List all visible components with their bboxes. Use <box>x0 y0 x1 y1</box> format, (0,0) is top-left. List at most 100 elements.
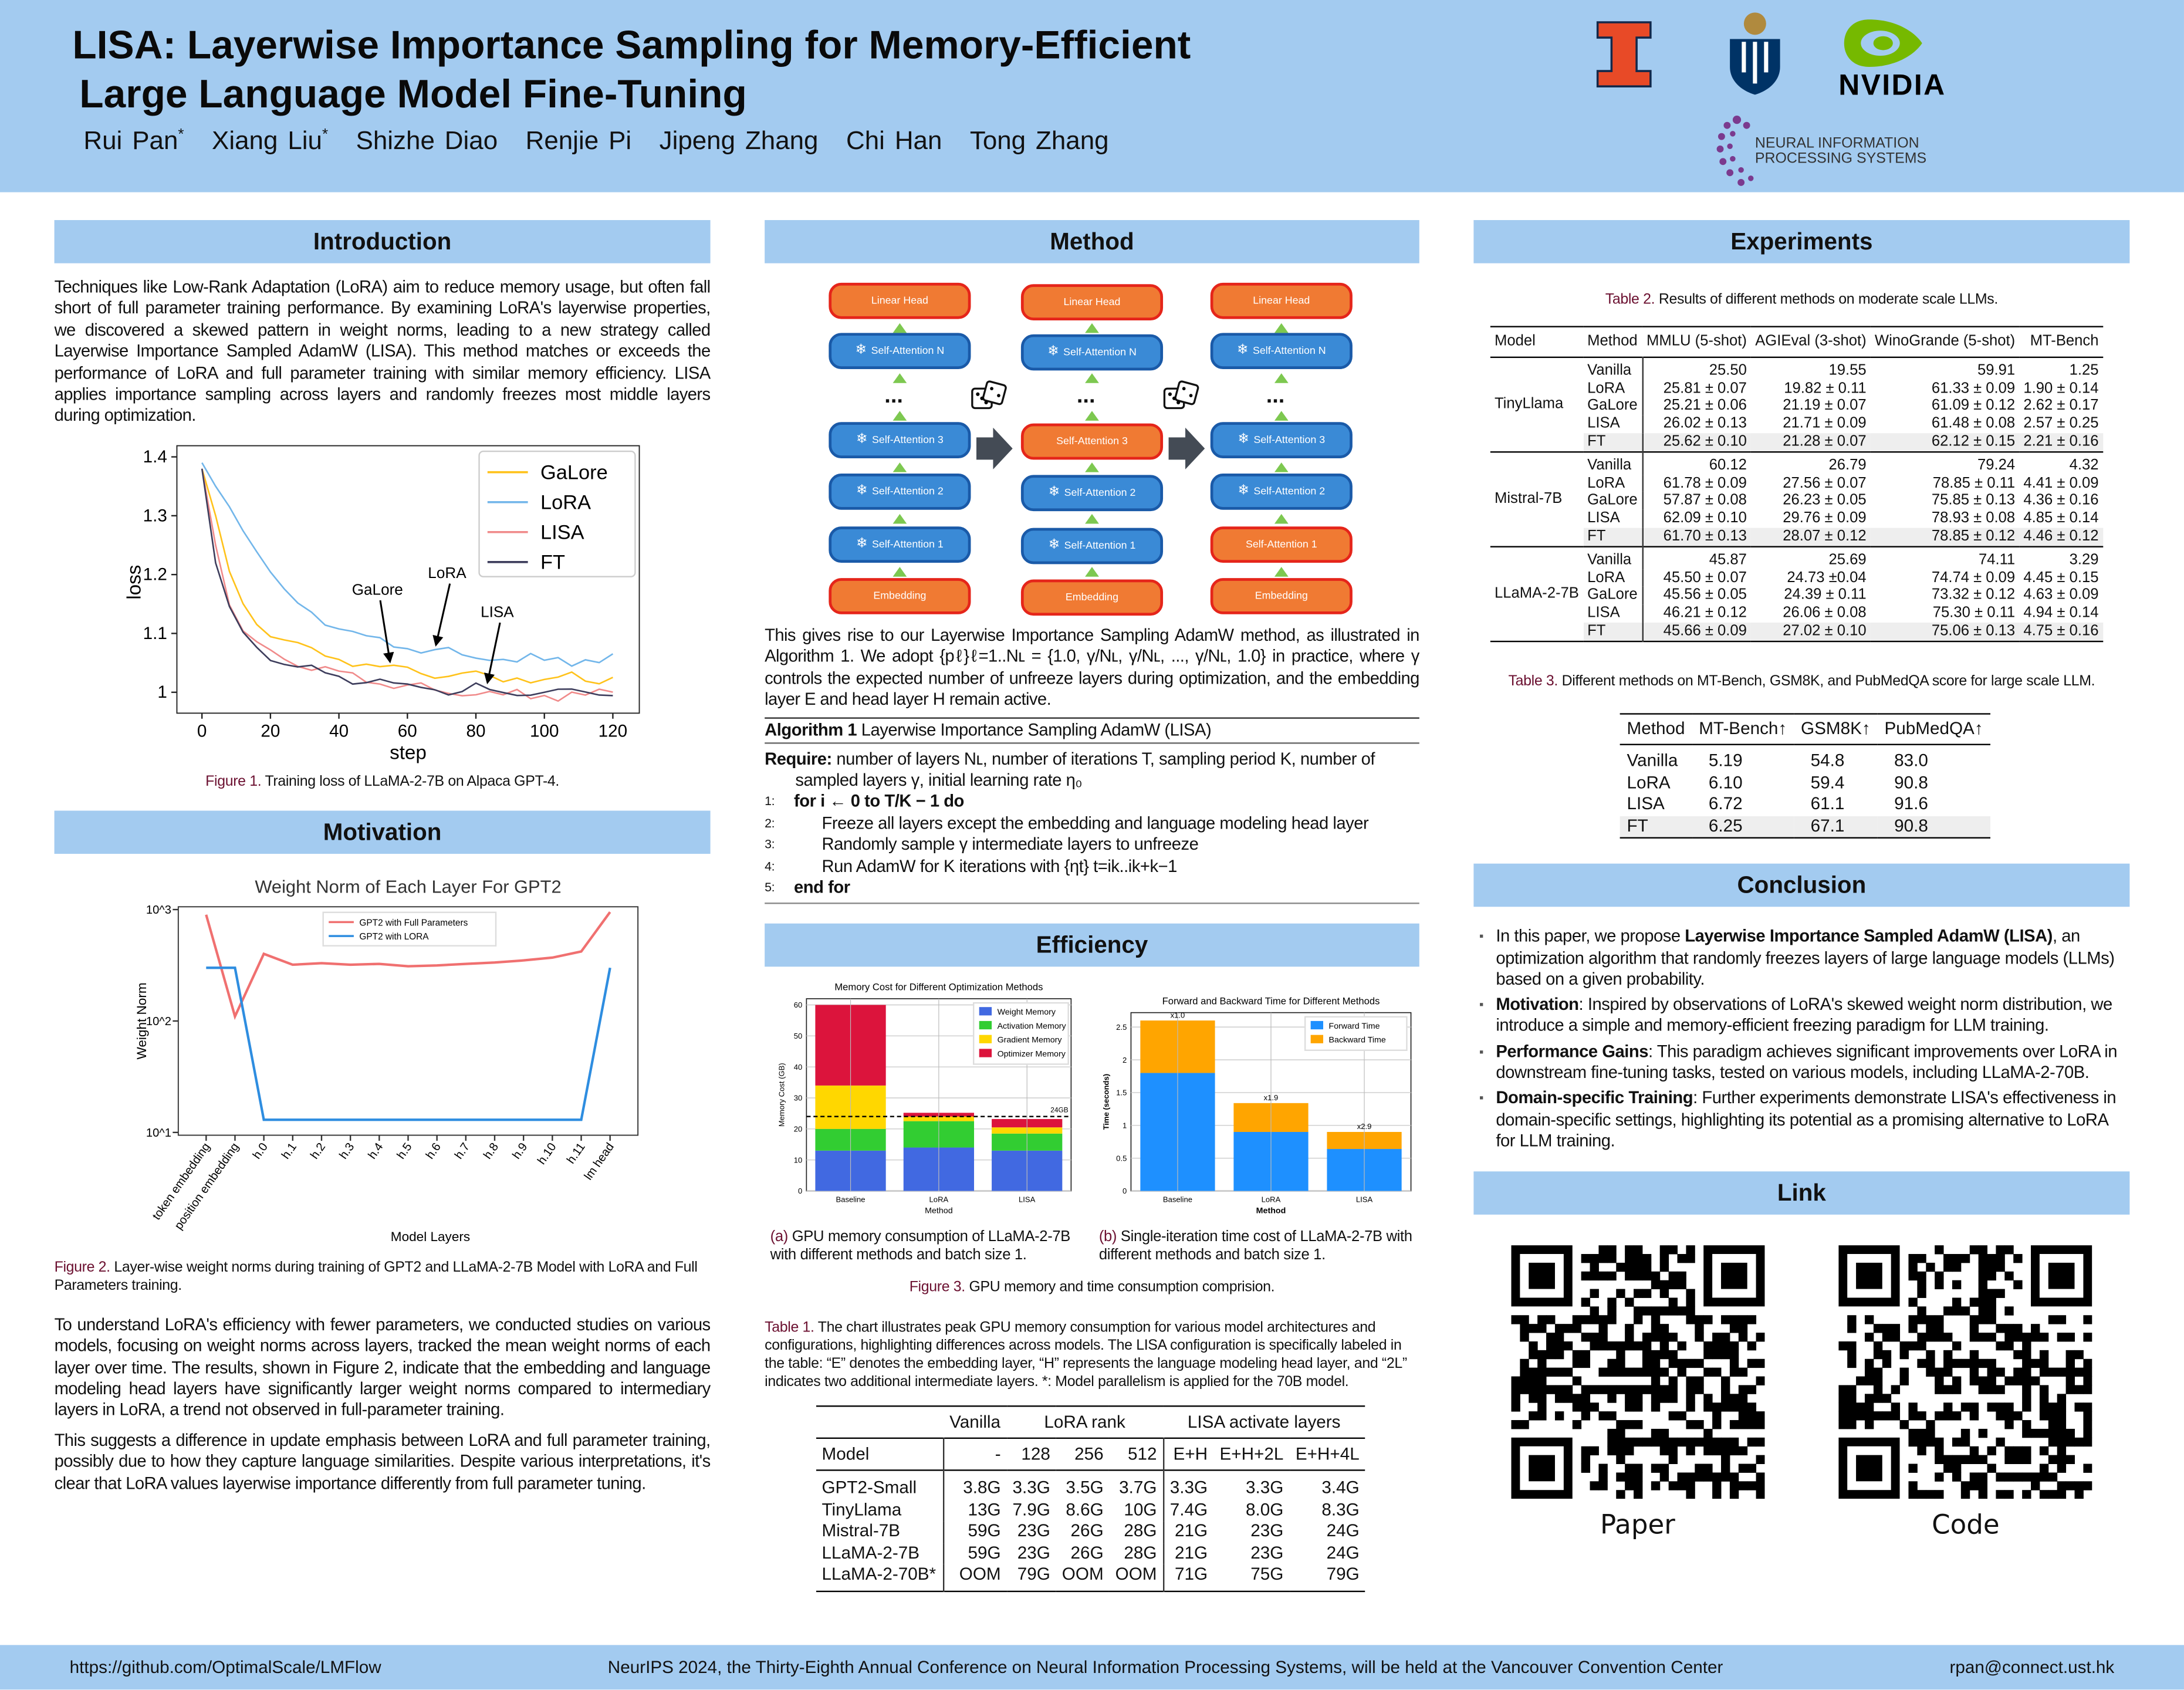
qr-module <box>1926 1490 1936 1499</box>
header-band <box>0 0 2184 192</box>
qr-module <box>1987 1402 1997 1412</box>
qr-module <box>1970 1446 1979 1456</box>
qr-module <box>1519 1359 1529 1368</box>
table-cell: 3.8G <box>942 1471 1007 1500</box>
layer-box-self-attention-1: ❄ Self-Attention 1 <box>829 526 971 563</box>
qr-module <box>1659 1438 1669 1447</box>
legend-swatch <box>979 1049 992 1058</box>
qr-module <box>2004 1472 2014 1482</box>
value-cell: 26.06 ± 0.08 <box>1783 604 1867 622</box>
up-arrow-icon <box>892 323 907 333</box>
method-cell: LoRA <box>1587 380 1625 397</box>
qr-module <box>2057 1315 2067 1325</box>
qr-module <box>1624 1402 1634 1412</box>
value-cell: 45.50 ± 0.07 <box>1641 569 1752 587</box>
x-tick-label: LoRA <box>1262 1196 1281 1205</box>
method-cell: LoRA <box>1587 569 1625 586</box>
qr-module <box>2057 1411 2067 1421</box>
column-header: Method <box>1627 718 1685 738</box>
bullet-text: , an optimization algorithm that randoml… <box>1496 927 2115 989</box>
github-link[interactable]: https://github.com/OptimalScale/LMFlow <box>69 1657 381 1677</box>
series-line-lisa <box>201 468 613 702</box>
table-3-grid: Method MT-Bench↑ GSM8K↑ PubMedQA↑ Vanilla 5.1… <box>1620 712 1990 839</box>
qr-module <box>1676 1254 1686 1263</box>
qr-module <box>1943 1306 1953 1316</box>
table-cell: 6.10 <box>1708 772 1743 793</box>
bullet-text: : This paradigm achieves significant imp… <box>1496 1041 2118 1083</box>
qr-module <box>1935 1472 1945 1482</box>
qr-module <box>1917 1280 1927 1290</box>
qr-module <box>1624 1394 1634 1404</box>
qr-module <box>1738 1385 1747 1395</box>
table-cell: LoRA <box>1627 772 1671 793</box>
qr-module <box>2075 1350 2084 1360</box>
qr-module <box>2057 1490 2067 1499</box>
qr-module <box>1891 1333 1901 1342</box>
snowflake-icon: ❄ <box>1047 344 1060 360</box>
qr-module <box>1909 1263 1918 1272</box>
qr-module <box>1703 1429 1712 1438</box>
value-cell: 75.85 ± 0.13 <box>1931 492 2016 509</box>
qr-module <box>1909 1464 1918 1473</box>
legend-label: Optimizer Memory <box>998 1050 1066 1060</box>
qr-module <box>1865 1359 1874 1368</box>
qr-module <box>1519 1315 1529 1325</box>
conclusion-list: In this paper, we propose Layerwise Impo… <box>1473 927 2125 1152</box>
qr-module <box>1952 1377 1962 1386</box>
table-cell: GPT2-Small <box>821 1478 917 1498</box>
qr-module <box>1979 1272 1988 1281</box>
qr-module <box>1987 1315 1997 1325</box>
annotation-label: LISA <box>481 603 514 620</box>
qr-row: Paper Code <box>1473 1245 2129 1541</box>
qr-module <box>1847 1394 1857 1404</box>
qr-module <box>2040 1368 2049 1377</box>
qr-module <box>1651 1315 1660 1325</box>
figure-3-caption: Figure 3. GPU memory and time consumptio… <box>765 1279 1419 1297</box>
author-name: Jipeng Zhang <box>660 126 819 155</box>
qr-module <box>1581 1254 1590 1263</box>
value-cell: 61.70 ± 0.13 <box>1641 528 1752 547</box>
qr-module <box>2057 1446 2067 1456</box>
legend-label: FT <box>540 551 565 573</box>
group-header: LoRA rank <box>1044 1412 1125 1432</box>
qr-module <box>1979 1289 1988 1299</box>
qr-module <box>1633 1464 1642 1473</box>
contact-email[interactable]: rpan@connect.ust.hk <box>1949 1657 2115 1677</box>
qr-module <box>1720 1333 1730 1342</box>
qr-module <box>1987 1446 1997 1456</box>
qr-module <box>1755 1377 1764 1386</box>
qr-module <box>1581 1446 1590 1456</box>
neurips-logo: NEURAL INFORMATION PROCESSING SYSTEMS <box>1713 109 1950 192</box>
paper-qr-code[interactable] <box>1510 1245 1764 1499</box>
code-qr-code[interactable] <box>1838 1245 2092 1499</box>
table-row: GPT2-Small 3.8G 3.3G 3.5G 3.7G 3.3G 3.3G 3.4G <box>816 1471 1365 1500</box>
x-tick-label: Baseline <box>1163 1196 1192 1205</box>
qr-module <box>1676 1368 1686 1377</box>
qr-module <box>1615 1420 1625 1429</box>
series-line-lora <box>201 462 614 667</box>
conclusion-bullet: Domain-specific Training: Further experi… <box>1479 1089 2125 1152</box>
qr-module <box>1996 1254 2006 1263</box>
qr-module <box>1996 1385 2006 1395</box>
qr-module <box>1952 1472 1962 1482</box>
table-1-caption: Table 1. The chart illustrates peak GPU … <box>765 1320 1419 1392</box>
footer-band: https://github.com/OptimalScale/LMFlow N… <box>0 1645 2184 1690</box>
qr-module <box>1642 1385 1651 1395</box>
layer-label: Self-Attention 2 <box>1253 485 1326 498</box>
qr-module <box>1703 1438 1712 1447</box>
step-text: Randomly sample γ intermediate layers to… <box>821 834 1199 854</box>
qr-module <box>1607 1254 1617 1263</box>
bullet-text: : Inspired by observations of LoRA's ske… <box>1496 995 2112 1036</box>
qr-module <box>1720 1402 1730 1412</box>
qr-module <box>1755 1420 1764 1429</box>
layer-label: Self-Attention 3 <box>1056 434 1128 447</box>
qr-module <box>1970 1324 1979 1334</box>
qr-module <box>1703 1472 1712 1482</box>
qr-module <box>1676 1472 1686 1482</box>
qr-module <box>1651 1385 1660 1395</box>
qr-module <box>1598 1368 1608 1377</box>
method-cell: FT <box>1583 433 1642 452</box>
qr-module <box>1882 1333 1892 1342</box>
qr-module <box>1935 1324 1945 1334</box>
layer-label: Embedding <box>873 589 927 602</box>
